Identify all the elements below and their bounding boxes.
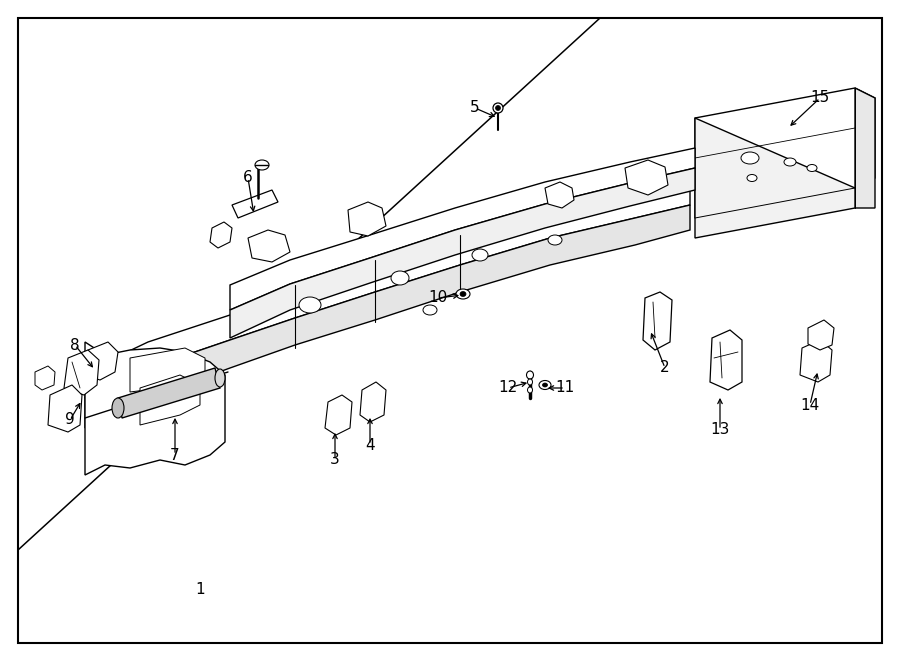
Text: 4: 4 (365, 438, 374, 453)
Text: 15: 15 (810, 91, 830, 106)
Polygon shape (230, 148, 695, 310)
Text: 5: 5 (470, 100, 480, 116)
Ellipse shape (784, 158, 796, 166)
Text: 11: 11 (555, 381, 574, 395)
Ellipse shape (539, 381, 551, 389)
Ellipse shape (460, 292, 466, 297)
Polygon shape (85, 342, 118, 380)
Polygon shape (35, 366, 55, 390)
Text: 12: 12 (499, 381, 517, 395)
Ellipse shape (741, 152, 759, 164)
Ellipse shape (526, 371, 534, 379)
Polygon shape (855, 88, 875, 208)
Polygon shape (64, 350, 99, 395)
Polygon shape (230, 168, 695, 338)
Ellipse shape (423, 305, 437, 315)
Text: 13: 13 (710, 422, 730, 438)
Text: 2: 2 (661, 360, 670, 375)
Ellipse shape (472, 249, 488, 261)
Polygon shape (130, 348, 205, 392)
Ellipse shape (527, 379, 533, 385)
Polygon shape (118, 368, 220, 418)
Ellipse shape (493, 103, 503, 113)
Text: 14: 14 (800, 397, 820, 412)
Ellipse shape (807, 165, 817, 171)
Polygon shape (210, 222, 232, 248)
Polygon shape (545, 182, 574, 208)
Polygon shape (140, 375, 200, 425)
Ellipse shape (456, 289, 470, 299)
Ellipse shape (299, 297, 321, 313)
Polygon shape (800, 340, 832, 382)
Polygon shape (85, 342, 225, 475)
Ellipse shape (496, 106, 500, 110)
Polygon shape (710, 330, 742, 390)
Text: 10: 10 (428, 290, 447, 305)
Polygon shape (232, 190, 278, 218)
Ellipse shape (255, 160, 269, 170)
Polygon shape (85, 182, 690, 398)
Polygon shape (348, 202, 386, 236)
Ellipse shape (747, 175, 757, 182)
Polygon shape (643, 292, 672, 350)
Polygon shape (695, 118, 855, 238)
Polygon shape (625, 160, 668, 195)
Text: 7: 7 (170, 447, 180, 463)
Polygon shape (695, 88, 875, 218)
Text: 9: 9 (65, 412, 75, 428)
Text: 8: 8 (70, 338, 80, 352)
Polygon shape (85, 205, 690, 428)
Ellipse shape (215, 369, 225, 387)
Polygon shape (248, 230, 290, 262)
Text: 3: 3 (330, 453, 340, 467)
Ellipse shape (548, 235, 562, 245)
Ellipse shape (527, 387, 533, 393)
Text: 1: 1 (195, 582, 205, 598)
Ellipse shape (391, 271, 409, 285)
Polygon shape (808, 320, 834, 350)
Ellipse shape (543, 383, 547, 387)
Polygon shape (48, 385, 82, 432)
Polygon shape (325, 395, 352, 435)
Ellipse shape (112, 398, 124, 418)
Text: 6: 6 (243, 171, 253, 186)
Polygon shape (360, 382, 386, 422)
